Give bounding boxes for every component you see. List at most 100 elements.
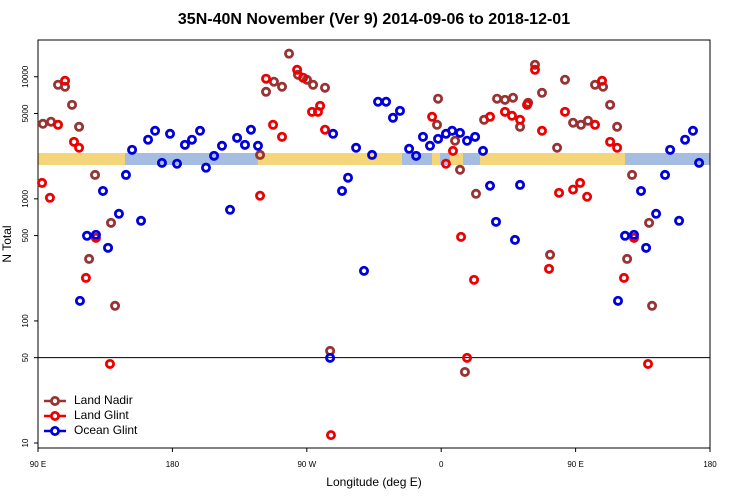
- point: [462, 135, 473, 146]
- point: [620, 230, 631, 241]
- point: [674, 215, 685, 226]
- point: [605, 99, 616, 110]
- point: [308, 79, 319, 90]
- point: [687, 125, 698, 136]
- point: [651, 208, 662, 219]
- point: [179, 139, 190, 150]
- point: [320, 82, 331, 93]
- point: [575, 119, 586, 130]
- x-tick-label: 90 W: [297, 460, 316, 469]
- point: [255, 149, 266, 160]
- point: [529, 64, 540, 75]
- point: [74, 142, 85, 153]
- y-tick-label: 10000: [21, 65, 30, 88]
- point: [195, 125, 206, 136]
- point: [387, 112, 398, 123]
- point: [394, 105, 405, 116]
- point: [628, 229, 639, 240]
- point: [68, 136, 79, 147]
- x-tick-label: 180: [166, 460, 180, 469]
- point: [60, 75, 71, 86]
- point: [641, 242, 652, 253]
- point: [90, 169, 101, 180]
- point: [459, 366, 470, 377]
- point: [74, 295, 85, 306]
- point: [469, 274, 480, 285]
- point: [186, 134, 197, 145]
- x-tick-label: 90 E: [30, 460, 46, 469]
- point: [113, 208, 124, 219]
- point: [515, 114, 526, 125]
- series: [37, 48, 658, 377]
- point: [255, 190, 266, 201]
- point: [315, 100, 326, 111]
- point: [537, 125, 548, 136]
- point: [74, 121, 85, 132]
- point: [277, 81, 288, 92]
- point: [292, 64, 303, 75]
- legend-marker: [50, 425, 61, 436]
- point: [544, 263, 555, 274]
- point: [455, 127, 466, 138]
- point: [97, 185, 108, 196]
- point: [485, 111, 496, 122]
- point: [411, 150, 422, 161]
- y-tick-label: 1000: [21, 189, 30, 207]
- point: [529, 59, 540, 70]
- point: [320, 124, 331, 135]
- point: [373, 96, 384, 107]
- point: [499, 94, 510, 105]
- point: [239, 139, 250, 150]
- point: [470, 188, 481, 199]
- point: [568, 117, 579, 128]
- point: [537, 87, 548, 98]
- point: [613, 295, 624, 306]
- point: [515, 179, 526, 190]
- legend-label: Ocean Glint: [74, 423, 138, 437]
- point: [582, 191, 593, 202]
- point: [522, 99, 533, 110]
- point: [156, 157, 167, 168]
- point: [216, 140, 227, 151]
- point: [643, 358, 654, 369]
- point: [478, 145, 489, 156]
- point: [67, 99, 78, 110]
- legend-label: Land Nadir: [74, 393, 133, 407]
- point: [575, 177, 586, 188]
- point: [450, 135, 461, 146]
- point: [37, 118, 48, 129]
- point: [325, 430, 336, 441]
- x-tick-label: 180: [703, 460, 717, 469]
- point: [53, 119, 64, 130]
- point: [433, 133, 444, 144]
- point: [404, 143, 415, 154]
- point: [209, 150, 220, 161]
- y-tick-label: 50: [21, 353, 30, 362]
- point: [509, 234, 520, 245]
- point: [694, 157, 705, 168]
- point: [665, 144, 676, 155]
- point: [358, 265, 369, 276]
- y-tick-label: 10: [21, 438, 30, 447]
- point: [136, 215, 147, 226]
- point: [143, 134, 154, 145]
- point: [106, 217, 117, 228]
- point: [582, 115, 593, 126]
- point: [200, 162, 211, 173]
- point: [225, 204, 236, 215]
- y-axis-label: N Total: [0, 225, 14, 262]
- point: [508, 92, 519, 103]
- point: [104, 358, 115, 369]
- point: [268, 119, 279, 130]
- point: [433, 93, 444, 104]
- point: [150, 125, 161, 136]
- point: [605, 136, 616, 147]
- point: [456, 231, 467, 242]
- point: [568, 184, 579, 195]
- point: [597, 75, 608, 86]
- x-axis-label: Longitude (deg E): [326, 475, 421, 489]
- point: [417, 131, 428, 142]
- point: [462, 352, 473, 363]
- legend-marker: [50, 395, 61, 406]
